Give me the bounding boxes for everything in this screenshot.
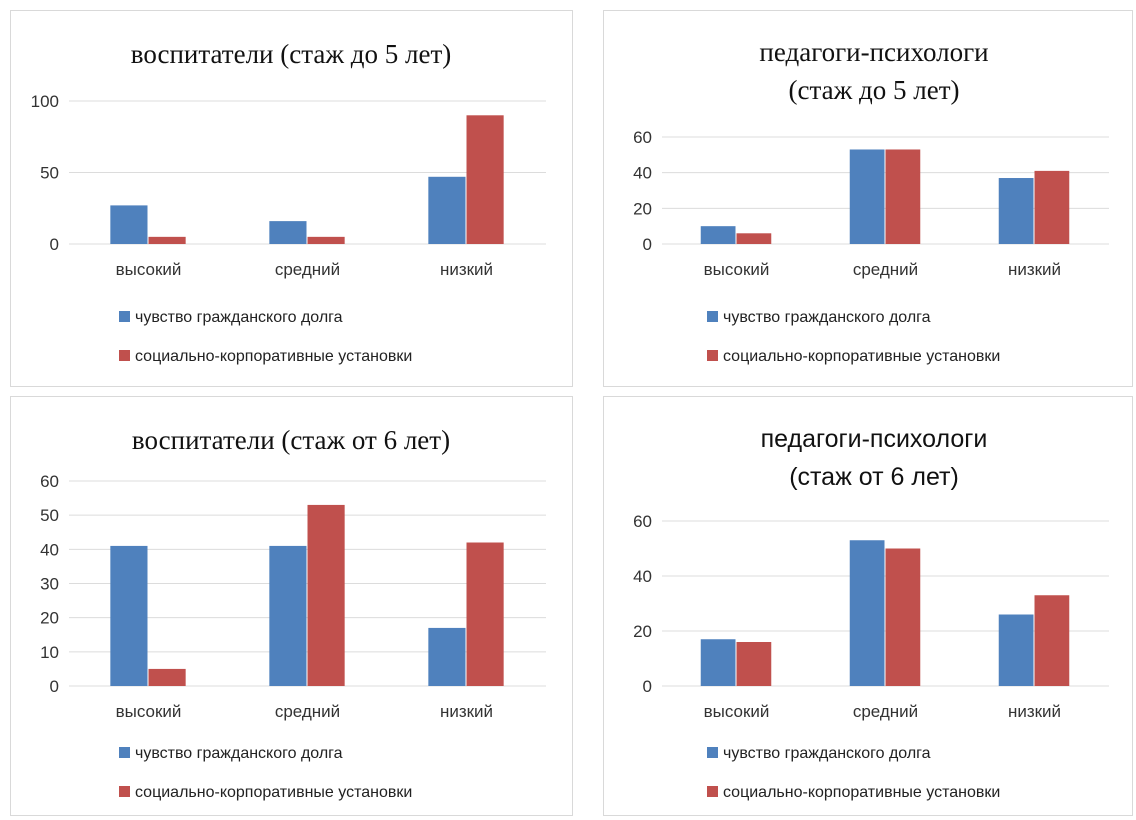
legend-label-1: чувство гражданского долга — [723, 309, 931, 326]
bar-series-2-2 — [307, 504, 345, 686]
y-tick-label: 60 — [633, 512, 652, 531]
y-tick-label: 0 — [50, 677, 59, 696]
bar-series-1-2 — [269, 545, 307, 686]
y-tick-label: 60 — [40, 472, 59, 491]
legend-swatch-2 — [119, 786, 130, 797]
legend-swatch-2 — [119, 350, 130, 361]
category-label: высокий — [116, 260, 182, 279]
chart-title-line: педагоги-психологи — [759, 37, 988, 67]
y-tick-label: 30 — [40, 575, 59, 594]
category-label: средний — [275, 702, 340, 721]
legend-label-2: социально-корпоративные установки — [723, 784, 1000, 801]
category-label: низкий — [440, 702, 493, 721]
bar-series-2-1 — [736, 233, 772, 244]
chart-svg-1: воспитатели (стаж до 5 лет) 0 50 100 высокий… — [31, 39, 546, 365]
y-tick-label: 40 — [633, 567, 652, 586]
chart-panel-4: педагоги-психологи (стаж от 6 лет) 0 20 40 60… — [603, 396, 1133, 816]
category-label: низкий — [1008, 260, 1061, 279]
bar-series-1-2 — [269, 221, 307, 244]
bar-series-2-3 — [466, 542, 504, 686]
chart-title-line: (стаж до 5 лет) — [789, 75, 960, 105]
bar-series-2-1 — [736, 642, 772, 686]
legend-swatch-1 — [707, 311, 718, 322]
legend-label-2: социально-корпоративные установки — [723, 348, 1000, 365]
legend-swatch-1 — [119, 747, 130, 758]
bar-series-1-3 — [998, 614, 1034, 686]
category-label: низкий — [1008, 702, 1061, 721]
bar-series-2-1 — [148, 236, 186, 244]
bar-series-1-3 — [998, 178, 1034, 244]
bar-series-2-2 — [307, 236, 345, 244]
y-tick-label: 0 — [643, 235, 652, 254]
chart-panel-2: педагоги-психологи (стаж до 5 лет) 0 20 40 60… — [603, 10, 1133, 387]
bar-series-2-3 — [1034, 170, 1070, 244]
legend-label-2: социально-корпоративные установки — [135, 348, 412, 365]
bar-series-1-1 — [110, 205, 148, 244]
bar-series-2-1 — [148, 668, 186, 686]
chart-title-line: (стаж от 6 лет) — [789, 463, 959, 491]
bar-series-2-3 — [1034, 595, 1070, 686]
chart-svg-3: воспитатели (стаж от 6 лет) 0 10 20 30 40 50 60… — [40, 425, 546, 801]
bar-series-2-2 — [885, 149, 921, 244]
category-label: высокий — [704, 260, 770, 279]
y-tick-label: 0 — [643, 677, 652, 696]
legend-label-2: социально-корпоративные установки — [135, 784, 412, 801]
chart-panel-1: воспитатели (стаж до 5 лет) 0 50 100 высокий… — [10, 10, 573, 387]
legend-label-1: чувство гражданского долга — [135, 309, 343, 326]
bar-series-1-1 — [110, 545, 148, 686]
bar-series-1-1 — [700, 639, 736, 686]
bar-series-2-2 — [885, 548, 921, 686]
y-tick-label: 10 — [40, 643, 59, 662]
legend-label-1: чувство гражданского долга — [135, 745, 343, 762]
legend-label-1: чувство гражданского долга — [723, 745, 931, 762]
chart-title-line: воспитатели (стаж от 6 лет) — [132, 425, 450, 455]
y-tick-label: 20 — [40, 609, 59, 628]
bar-series-1-3 — [428, 176, 466, 244]
bar-series-1-2 — [849, 149, 885, 244]
category-label: низкий — [440, 260, 493, 279]
y-tick-label: 100 — [31, 92, 59, 111]
category-label: средний — [853, 702, 918, 721]
chart-title-line: педагоги-психологи — [761, 425, 988, 453]
legend-swatch-2 — [707, 350, 718, 361]
y-tick-label: 20 — [633, 622, 652, 641]
bar-series-1-1 — [700, 226, 736, 244]
legend-swatch-1 — [707, 747, 718, 758]
y-tick-label: 50 — [40, 506, 59, 525]
y-tick-label: 60 — [633, 128, 652, 147]
legend-swatch-1 — [119, 311, 130, 322]
category-label: высокий — [116, 702, 182, 721]
chart-svg-2: педагоги-психологи (стаж до 5 лет) 0 20 40 60… — [633, 37, 1109, 365]
y-tick-label: 20 — [633, 199, 652, 218]
bar-series-1-2 — [849, 540, 885, 686]
chart-svg-4: педагоги-психологи (стаж от 6 лет) 0 20 40 60… — [633, 425, 1109, 801]
chart-title-line: воспитатели (стаж до 5 лет) — [131, 39, 451, 69]
category-label: средний — [275, 260, 340, 279]
y-tick-label: 40 — [40, 540, 59, 559]
y-tick-label: 40 — [633, 164, 652, 183]
chart-panel-3: воспитатели (стаж от 6 лет) 0 10 20 30 40 50 60… — [10, 396, 573, 816]
bar-series-2-3 — [466, 115, 504, 244]
category-label: средний — [853, 260, 918, 279]
category-label: высокий — [704, 702, 770, 721]
legend-swatch-2 — [707, 786, 718, 797]
bar-series-1-3 — [428, 627, 466, 686]
y-tick-label: 0 — [50, 235, 59, 254]
y-tick-label: 50 — [40, 164, 59, 183]
